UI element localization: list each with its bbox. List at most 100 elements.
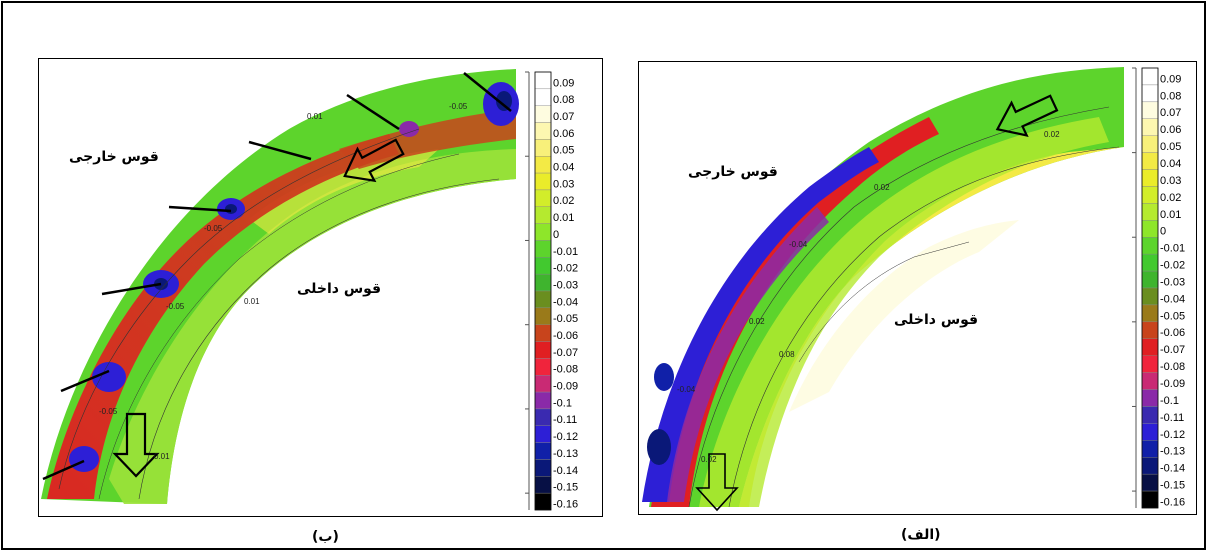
contour-label-b-6: 0.01 [154, 452, 170, 461]
legend-a-label-21: -0.12 [1160, 429, 1185, 441]
contour-label-a-6: 0.02 [701, 455, 717, 464]
contour-label-a-4: 0.02 [749, 317, 765, 326]
legend-b-label-20: -0.11 [553, 414, 577, 426]
legend-a-swatch-10 [1141, 237, 1159, 255]
legend-a-swatch-1 [1141, 84, 1159, 103]
legend-a-swatch-7 [1141, 186, 1159, 204]
blue-band-a [642, 147, 879, 502]
red-band-b-right [339, 109, 516, 169]
legend-b-swatch-8 [534, 206, 552, 224]
legend-a-swatch-25 [1141, 490, 1159, 509]
legend-b-swatch-21 [534, 425, 552, 443]
contour-label-b-5: 0.01 [244, 297, 260, 306]
legend-a-swatch-21 [1141, 423, 1159, 441]
legend-a-swatch-22 [1141, 440, 1159, 458]
legend-b-border [534, 71, 552, 511]
legend-a-label-14: -0.05 [1160, 310, 1185, 322]
legend-b-label-12: -0.03 [553, 279, 578, 291]
contour-label-b-7: -0.05 [449, 102, 468, 111]
legend-b-swatch-14 [534, 307, 552, 325]
legend-b-label-3: 0.06 [553, 128, 574, 140]
legend-a: 0.09 0.08 0.07 0.06 0.05 0.04 0.03 0.02 0.01 0 -0.… [1132, 67, 1185, 509]
legend-b-label-22: -0.13 [553, 448, 578, 460]
legend-a-label-17: -0.08 [1160, 361, 1185, 373]
legend-b-label-7: 0.02 [553, 195, 574, 207]
legend-b-swatch-7 [534, 189, 552, 207]
contour-label-a-7: -0.04 [677, 385, 696, 394]
contour-label-a-1: 0.02 [1044, 130, 1060, 139]
green-light-band-a [699, 117, 1109, 507]
legend-a-label-15: -0.06 [1160, 327, 1185, 339]
legend-a-label-1: 0.08 [1160, 90, 1181, 102]
legend-b-swatch-20 [534, 408, 552, 426]
legend-a-swatch-20 [1141, 406, 1159, 424]
legend-b-swatch-19 [534, 391, 552, 410]
legend-a-label-7: 0.02 [1160, 192, 1181, 204]
contour-b-3 [98, 153, 460, 500]
legend-b-label-19: -0.1 [553, 397, 572, 409]
legend-b-label-8: 0.01 [553, 212, 574, 224]
legend-b-swatch-3 [534, 122, 552, 140]
outer-bank-label-b: قوس خارجی [69, 149, 159, 165]
legend-a-swatch-11 [1141, 253, 1159, 272]
legend-b-label-10: -0.01 [553, 246, 578, 258]
channel-b-light [109, 149, 516, 504]
purple-band-a [667, 207, 829, 502]
legend-b-label-2: 0.07 [553, 111, 574, 123]
panel-b-contour-map: 0.01 -0.05 -0.05 -0.05 0.01 0.01 -0.05 0… [38, 58, 603, 517]
legend-b-label-25: -0.16 [553, 498, 578, 510]
caption-a: (الف) [901, 527, 941, 543]
legend-a-swatch-5 [1141, 152, 1159, 170]
legend-a-swatch-0 [1141, 67, 1159, 86]
legend-a-label-2: 0.07 [1160, 107, 1181, 119]
legend-b-label-16: -0.07 [553, 347, 578, 359]
legend-a-label-20: -0.11 [1160, 412, 1184, 424]
legend-b-swatch-23 [534, 459, 552, 477]
legend-b-label-11: -0.02 [553, 263, 578, 275]
contour-a-1 [688, 106, 1110, 508]
legend-a-label-0: 0.09 [1160, 73, 1181, 85]
legend-a-label-18: -0.09 [1160, 378, 1185, 390]
legend-a-swatch-2 [1141, 101, 1159, 119]
legend-a-label-25: -0.16 [1160, 496, 1185, 508]
legend-b-swatch-22 [534, 442, 552, 460]
legend-b-swatch-0 [534, 71, 552, 90]
legend-b-swatch-9 [534, 223, 552, 241]
legend-b-swatch-6 [534, 172, 552, 191]
legend-a-swatch-14 [1141, 304, 1159, 323]
legend-b-label-18: -0.09 [553, 381, 578, 393]
blue-spot-3 [92, 362, 126, 392]
legend-a-label-3: 0.06 [1160, 124, 1181, 136]
legend-b-label-4: 0.05 [553, 145, 574, 157]
legend-b-swatch-24 [534, 476, 552, 494]
arrow-b-down [112, 412, 160, 478]
legend-a-swatch-24 [1141, 473, 1159, 492]
transect-5 [248, 140, 312, 161]
contour-label-b-1: 0.01 [307, 112, 323, 121]
legend-b-label-1: 0.08 [553, 94, 574, 106]
blue-spot-4 [69, 446, 99, 472]
transect-6 [346, 93, 400, 131]
legend-a-swatch-19 [1141, 389, 1159, 407]
legend-b-label-14: -0.05 [553, 313, 578, 325]
legend-a-label-13: -0.04 [1160, 293, 1185, 305]
transect-4 [168, 205, 232, 213]
caption-b: (ب) [312, 529, 339, 545]
contour-a-3 [798, 241, 970, 363]
panel-b-svg: 0.01 -0.05 -0.05 -0.05 0.01 0.01 -0.05 0… [41, 69, 578, 511]
inner-bank-label-a: قوس داخلی [894, 312, 979, 328]
arrow-a-down [695, 453, 739, 512]
contour-label-a-3: -0.04 [789, 240, 808, 249]
contour-b-2 [138, 178, 500, 500]
legend-b-label-24: -0.15 [553, 482, 578, 494]
legend-b-swatch-11 [534, 257, 552, 275]
transect-3 [101, 282, 162, 296]
blue-spot-a-1 [647, 429, 671, 465]
contour-label-b-3: -0.05 [166, 302, 185, 311]
contour-label-b-4: -0.05 [99, 407, 118, 416]
legend-b-label-21: -0.12 [553, 431, 578, 443]
legend-b-label-0: 0.09 [553, 77, 574, 89]
transect-7 [463, 72, 512, 112]
legend-b-swatch-25 [534, 492, 552, 511]
